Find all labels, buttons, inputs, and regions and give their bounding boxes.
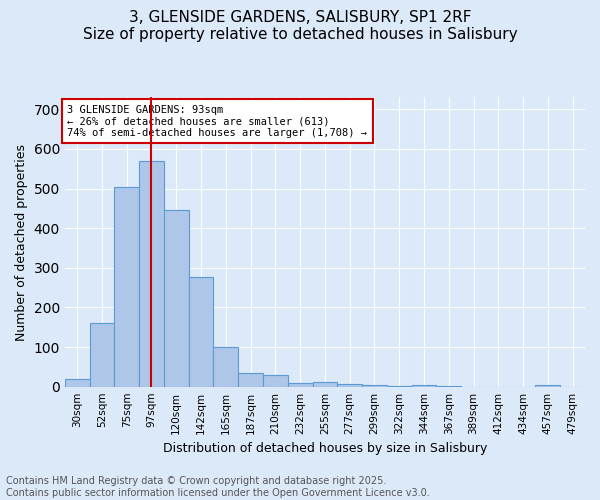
Text: 3 GLENSIDE GARDENS: 93sqm
← 26% of detached houses are smaller (613)
74% of semi: 3 GLENSIDE GARDENS: 93sqm ← 26% of detac… (67, 104, 367, 138)
Bar (535, 384, 560, 386)
X-axis label: Distribution of detached houses by size in Salisbury: Distribution of detached houses by size … (163, 442, 487, 455)
Text: 3, GLENSIDE GARDENS, SALISBURY, SP1 2RF
Size of property relative to detached ho: 3, GLENSIDE GARDENS, SALISBURY, SP1 2RF … (83, 10, 517, 42)
Bar (412, 384, 436, 386)
Bar (115, 186, 139, 386)
Text: Contains HM Land Registry data © Crown copyright and database right 2025.
Contai: Contains HM Land Registry data © Crown c… (6, 476, 430, 498)
Bar (214, 347, 238, 387)
Bar (362, 385, 387, 386)
Bar (139, 161, 164, 386)
Y-axis label: Number of detached properties: Number of detached properties (15, 144, 28, 340)
Bar (164, 210, 188, 386)
Bar (65, 379, 89, 386)
Bar (313, 382, 337, 386)
Bar (337, 384, 362, 386)
Bar (188, 277, 214, 386)
Bar (263, 375, 288, 386)
Bar (238, 373, 263, 386)
Bar (89, 324, 115, 386)
Bar (288, 382, 313, 386)
